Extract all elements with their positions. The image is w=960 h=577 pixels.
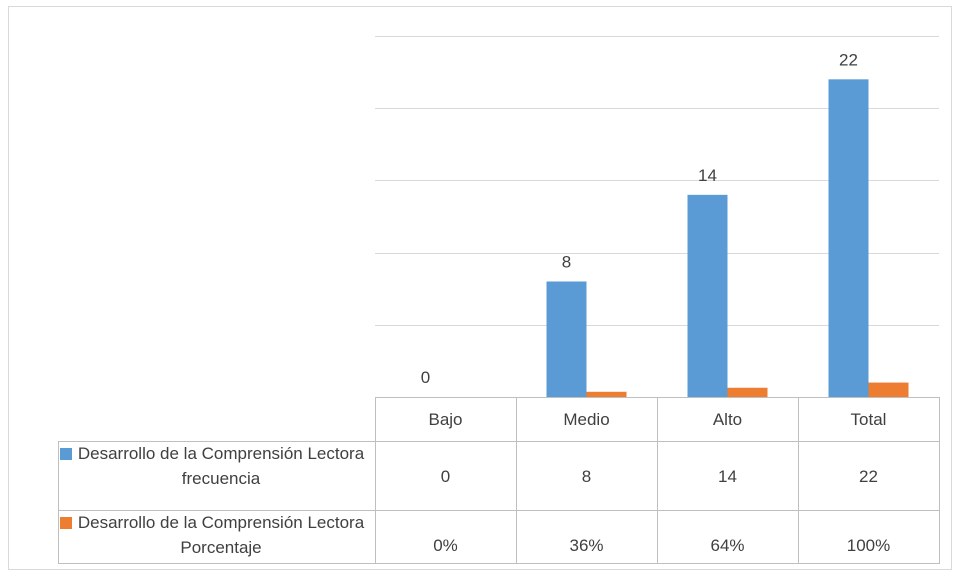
series-swatch-frecuencia (60, 448, 72, 460)
data-table-lines (58, 397, 940, 564)
legend-row-porcentaje: Desarrollo de la Comprensión Lectora Por… (60, 510, 375, 564)
data-labels: 0 8 14 22 (421, 50, 858, 387)
table-value-porcentaje: 64% (710, 536, 744, 555)
bar-frecuencia-alto (687, 194, 728, 397)
legend-label-porcentaje: Desarrollo de la Comprensión Lectora Por… (77, 513, 365, 557)
bars (546, 79, 909, 397)
legend-row-frecuencia: Desarrollo de la Comprensión Lectora fre… (60, 441, 375, 495)
category-label: Medio (563, 410, 609, 429)
table-value-frecuencia: 22 (859, 467, 878, 486)
table-value-porcentaje: 36% (569, 536, 603, 555)
data-label-frecuencia-medio: 8 (562, 252, 571, 271)
category-label: Alto (713, 410, 742, 429)
category-label: Bajo (428, 410, 462, 429)
table-value-frecuencia: 0 (441, 467, 450, 486)
bar-frecuencia-medio (546, 281, 587, 397)
table-value-frecuencia: 14 (718, 467, 737, 486)
table-value-frecuencia: 8 (582, 467, 591, 486)
category-label: Total (851, 410, 887, 429)
table-value-porcentaje: 100% (847, 536, 890, 555)
bar-porcentaje-alto (727, 387, 768, 397)
bar-frecuencia-total (828, 79, 869, 397)
series-swatch-porcentaje (60, 517, 72, 529)
legend-label-frecuencia: Desarrollo de la Comprensión Lectora fre… (77, 444, 365, 488)
data-table-text: Bajo 0 0% Medio 8 36% Alto 14 64% Total 22 100% (428, 410, 890, 555)
data-label-frecuencia-total: 22 (839, 50, 858, 69)
table-value-porcentaje: 0% (433, 536, 458, 555)
bar-porcentaje-total (868, 382, 909, 397)
data-label-frecuencia-bajo: 0 (421, 368, 430, 387)
chart-frame (8, 6, 952, 570)
bar-porcentaje-medio (586, 391, 627, 397)
data-label-frecuencia-alto: 14 (698, 166, 717, 185)
